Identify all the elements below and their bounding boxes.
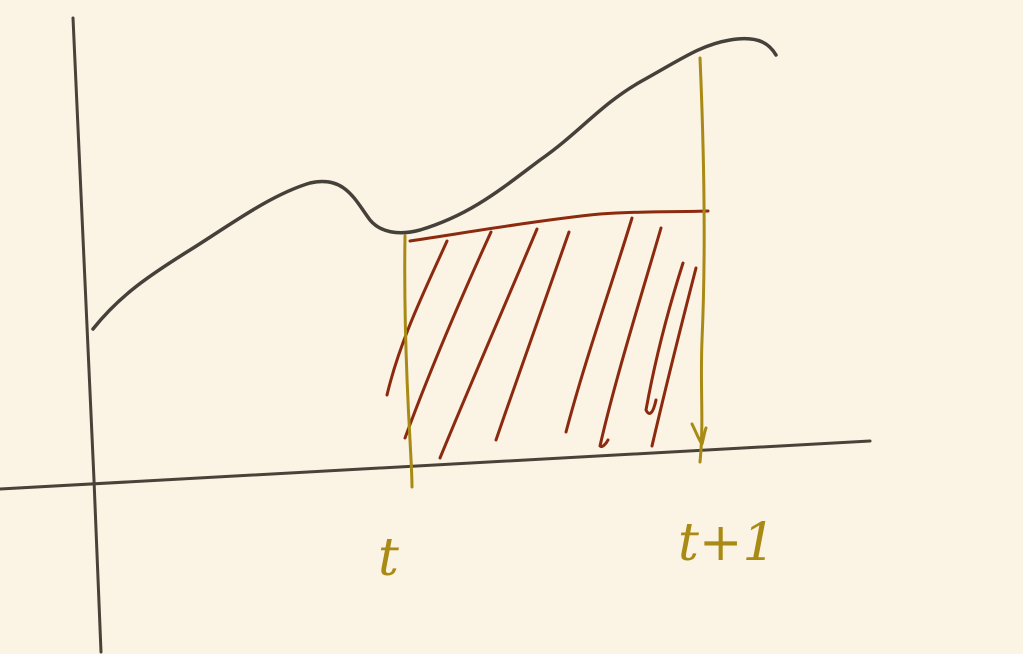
- vertical-guide-t-plus-1: [698, 56, 706, 464]
- label-t-plus-1: t+1: [678, 513, 776, 573]
- vertical-guide-t: [403, 234, 414, 489]
- shaded-region-top: [408, 209, 710, 243]
- hatch-stroke: [403, 230, 493, 440]
- hatch-stroke: [644, 261, 685, 415]
- x-axis: [0, 439, 872, 491]
- hatch-stroke: [385, 239, 449, 397]
- label-t: t: [378, 528, 399, 588]
- guide-arrow-tick: [690, 422, 708, 446]
- y-axis: [71, 16, 103, 654]
- hatch-stroke: [494, 230, 571, 442]
- hatch-stroke: [650, 266, 698, 448]
- function-curve: [91, 37, 778, 331]
- hatch-stroke: [598, 226, 663, 448]
- hatch-stroke: [564, 216, 634, 434]
- hatch-stroke: [438, 227, 539, 460]
- shaded-area-hatching: [385, 216, 698, 460]
